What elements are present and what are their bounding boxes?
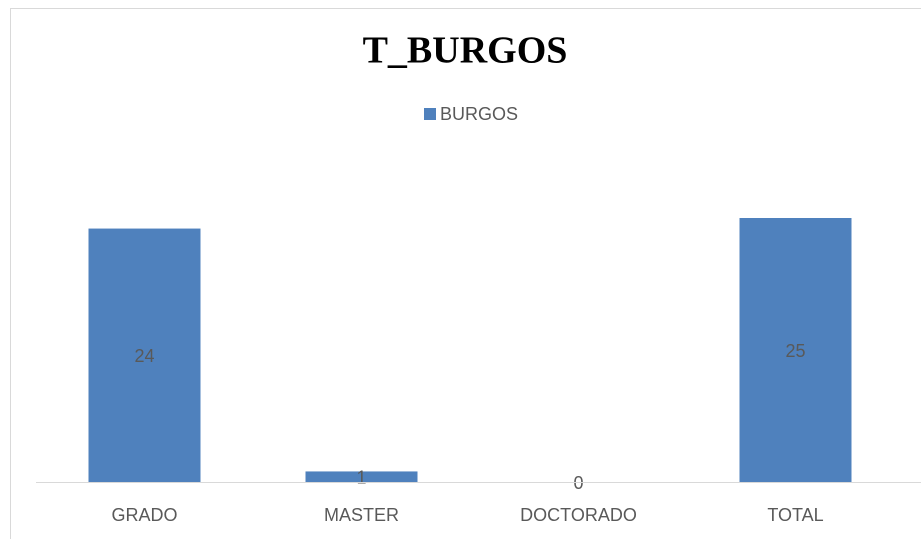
data-label: 1 <box>356 467 366 487</box>
chart-title: T_BURGOS <box>363 30 568 72</box>
bar <box>305 471 418 482</box>
bar <box>88 228 201 482</box>
x-tick-label: GRADO <box>111 505 177 525</box>
legend-swatch <box>424 108 436 120</box>
data-label: 24 <box>134 346 154 366</box>
bar <box>739 218 852 482</box>
data-label: 25 <box>785 341 805 361</box>
x-tick-label: TOTAL <box>767 505 823 525</box>
legend-label: BURGOS <box>440 104 518 124</box>
x-tick-label: MASTER <box>324 505 399 525</box>
x-tick-label: DOCTORADO <box>520 505 637 525</box>
